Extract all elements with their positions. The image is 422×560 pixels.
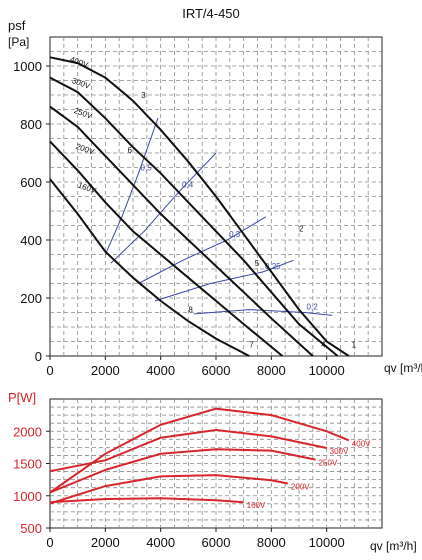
bottom-x-tick-label: 8000 xyxy=(257,535,286,550)
power-curve-label: 400V xyxy=(352,439,371,448)
power-curve-label: 200V xyxy=(291,482,310,491)
operating-point-label: 5 xyxy=(255,259,260,268)
system-line-3 xyxy=(154,259,294,302)
fan-curve-3 xyxy=(49,140,284,357)
fan-curve-4 xyxy=(49,178,250,357)
bottom-y-tick-label: 1500 xyxy=(13,457,42,472)
top-y-tick-label: 200 xyxy=(20,291,42,306)
power-curve-label: 300V xyxy=(330,447,349,456)
fan-curve-1 xyxy=(49,76,339,357)
top-y-tick-label: 1000 xyxy=(13,59,42,74)
fan-curve-0 xyxy=(49,56,350,357)
power-curve-label: 160V xyxy=(247,501,266,510)
system-line-label: 0,2 xyxy=(307,303,319,312)
operating-point-label: 8 xyxy=(188,306,193,315)
operating-point-label: 3 xyxy=(141,91,146,100)
bottom-x-tick-label: 6000 xyxy=(202,535,231,550)
top-y-axis-unit: [Pa] xyxy=(8,35,29,49)
top-x-tick-label: 2000 xyxy=(91,363,120,378)
bottom-y-tick-label: 500 xyxy=(20,521,42,536)
power-curve-3 xyxy=(49,474,289,505)
bottom-x-tick-label: 4000 xyxy=(146,535,175,550)
power-curve-label: 250V xyxy=(319,459,338,468)
top-y-axis-label: psf xyxy=(8,18,26,33)
power-curve-1 xyxy=(49,428,327,473)
top-x-axis-label: qv [m³/h] xyxy=(384,361,422,375)
bottom-y-axis-label: P[W] xyxy=(8,390,36,405)
power-curve-2 xyxy=(49,448,316,494)
system-line-4 xyxy=(193,309,333,316)
top-y-tick-label: 800 xyxy=(20,117,42,132)
system-line-2 xyxy=(138,216,267,284)
power-curve-4 xyxy=(49,497,244,504)
system-line-1 xyxy=(110,152,217,264)
system-line-label: 0,5 xyxy=(141,163,153,172)
bottom-x-axis-label: qv [m³/h] xyxy=(370,539,417,553)
top-y-tick-label: 600 xyxy=(20,175,42,190)
top-x-tick-label: 0 xyxy=(46,363,53,378)
top-x-tick-label: 10000 xyxy=(309,363,345,378)
operating-point-label: 6 xyxy=(127,146,132,155)
fan-curve-2 xyxy=(49,105,314,357)
bottom-x-tick-label: 10000 xyxy=(309,535,345,550)
system-line-label: 0,25 xyxy=(265,262,281,271)
operating-point-label: 7 xyxy=(249,340,254,349)
system-line-label: 0,3 xyxy=(229,230,241,239)
power-curve-0 xyxy=(49,407,350,494)
top-y-tick-label: 400 xyxy=(20,233,42,248)
operating-point-label: 1 xyxy=(352,340,357,349)
chart-title: IRT/4-450 xyxy=(182,6,240,21)
top-y-tick-label: 0 xyxy=(35,349,42,364)
bottom-x-tick-label: 2000 xyxy=(91,535,120,550)
bottom-y-tick-label: 1000 xyxy=(13,489,42,504)
top-x-tick-label: 8000 xyxy=(257,363,286,378)
system-line-label: 0,4 xyxy=(182,181,194,190)
bottom-y-tick-label: 2000 xyxy=(13,424,42,439)
system-line-0 xyxy=(104,118,159,255)
top-x-tick-label: 6000 xyxy=(202,363,231,378)
bottom-x-tick-label: 0 xyxy=(46,535,53,550)
operating-point-label: 2 xyxy=(299,224,304,233)
operating-point-label: 4 xyxy=(321,340,326,349)
top-x-tick-label: 4000 xyxy=(146,363,175,378)
